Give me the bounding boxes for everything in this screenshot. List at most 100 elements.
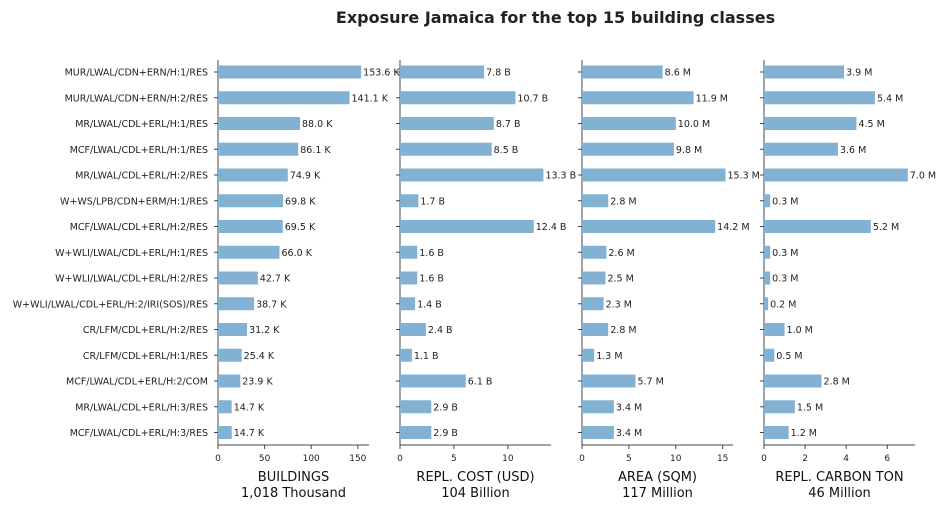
- data-label: 6.1 B: [468, 377, 493, 388]
- category-label: W+WLI/LWAL/CDL+ERL/H:2/IRI(SOS)/RES: [13, 299, 208, 310]
- bar: [400, 220, 534, 233]
- data-label: 42.7 K: [260, 274, 291, 285]
- bar: [764, 271, 771, 285]
- data-label: 14.2 M: [717, 222, 749, 233]
- data-label: 1.6 B: [419, 248, 444, 259]
- data-label: 1.4 B: [417, 299, 442, 310]
- bar: [400, 142, 492, 156]
- bar: [218, 220, 283, 233]
- data-label: 14.7 K: [234, 402, 265, 413]
- x-tick-label: 5: [626, 454, 632, 464]
- bar: [764, 168, 908, 182]
- data-label: 2.6 M: [608, 248, 634, 259]
- data-label: 0.2 M: [770, 299, 796, 310]
- x-tick-label: 5: [451, 454, 457, 464]
- bar: [764, 348, 775, 362]
- data-label: 86.1 K: [300, 145, 331, 156]
- category-label: CR/LFM/CDL+ERL/H:2/RES: [83, 325, 208, 336]
- data-label: 1.2 M: [791, 428, 817, 439]
- x-tick-label: 10: [670, 454, 682, 464]
- category-label: CR/LFM/CDL+ERL/H:1/RES: [83, 351, 208, 362]
- x-axis-label: REPL. CARBON TON: [775, 470, 903, 485]
- data-label: 69.8 K: [285, 196, 316, 207]
- x-axis-label: REPL. COST (USD): [416, 470, 534, 485]
- data-label: 11.9 M: [696, 93, 728, 104]
- bar: [764, 426, 789, 439]
- data-label: 2.4 B: [428, 325, 453, 336]
- bar: [582, 374, 636, 388]
- panel-total-label: 117 Million: [622, 486, 693, 501]
- category-label: W+WLI/LWAL/CDL+ERL/H:2/RES: [55, 274, 208, 285]
- bar: [582, 117, 676, 130]
- bar: [764, 194, 771, 208]
- bar: [218, 426, 232, 439]
- x-tick-label: 4: [843, 454, 849, 464]
- category-label: MCF/LWAL/CDL+ERL/H:2/RES: [70, 222, 208, 233]
- data-label: 14.7 K: [234, 428, 265, 439]
- data-label: 1.7 B: [420, 196, 445, 207]
- data-label: 2.9 B: [433, 402, 458, 413]
- data-label: 0.3 M: [772, 274, 798, 285]
- data-label: 5.4 M: [877, 93, 903, 104]
- data-label: 153.6 K: [363, 68, 400, 79]
- data-label: 0.3 M: [772, 248, 798, 259]
- bar: [764, 65, 845, 79]
- data-label: 8.6 M: [665, 68, 691, 79]
- data-label: 0.5 M: [776, 351, 802, 362]
- bar: [764, 117, 857, 130]
- data-label: 69.5 K: [285, 222, 316, 233]
- bar: [764, 91, 875, 105]
- x-tick-label: 0: [215, 454, 221, 464]
- bar: [218, 374, 241, 388]
- bar: [764, 323, 785, 336]
- bar: [764, 297, 769, 311]
- category-label: W+WLI/LWAL/CDL+ERL/H:1/RES: [55, 248, 208, 259]
- bar: [400, 323, 426, 336]
- data-label: 7.0 M: [910, 171, 936, 182]
- data-label: 5.2 M: [873, 222, 899, 233]
- bar: [400, 91, 516, 105]
- bar: [582, 426, 614, 439]
- bar: [218, 348, 242, 362]
- data-label: 88.0 K: [302, 119, 333, 130]
- x-tick-label: 6: [884, 454, 890, 464]
- data-label: 23.9 K: [242, 377, 273, 388]
- data-label: 7.8 B: [486, 68, 511, 79]
- bar: [400, 117, 494, 130]
- data-label: 2.8 M: [610, 325, 636, 336]
- data-label: 1.1 B: [414, 351, 439, 362]
- data-label: 8.7 B: [496, 119, 521, 130]
- bar: [218, 117, 301, 130]
- x-tick-label: 150: [349, 454, 366, 464]
- data-label: 1.5 M: [797, 402, 823, 413]
- bar: [582, 65, 663, 79]
- data-label: 3.9 M: [846, 68, 872, 79]
- bar: [582, 194, 609, 208]
- data-label: 12.4 B: [536, 222, 567, 233]
- data-label: 2.5 M: [607, 274, 633, 285]
- data-label: 1.0 M: [787, 325, 813, 336]
- category-label: MR/LWAL/CDL+ERL/H:3/RES: [75, 402, 208, 413]
- category-label: MCF/LWAL/CDL+ERL/H:3/RES: [70, 428, 208, 439]
- bar: [400, 65, 485, 79]
- x-tick-label: 0: [397, 454, 403, 464]
- data-label: 0.3 M: [772, 196, 798, 207]
- bar: [764, 220, 871, 233]
- bar: [582, 142, 674, 156]
- data-label: 2.3 M: [606, 299, 632, 310]
- data-label: 2.8 M: [824, 377, 850, 388]
- chart-title: Exposure Jamaica for the top 15 building…: [335, 8, 776, 27]
- data-label: 5.7 M: [637, 377, 663, 388]
- bar: [218, 245, 280, 259]
- bar: [218, 142, 299, 156]
- data-label: 4.5 M: [858, 119, 884, 130]
- bar: [218, 91, 350, 105]
- bar: [582, 323, 609, 336]
- bar: [582, 220, 716, 233]
- x-tick-label: 0: [579, 454, 585, 464]
- bar: [400, 168, 544, 182]
- x-tick-label: 50: [259, 454, 271, 464]
- bar: [582, 245, 607, 259]
- bar: [400, 426, 432, 439]
